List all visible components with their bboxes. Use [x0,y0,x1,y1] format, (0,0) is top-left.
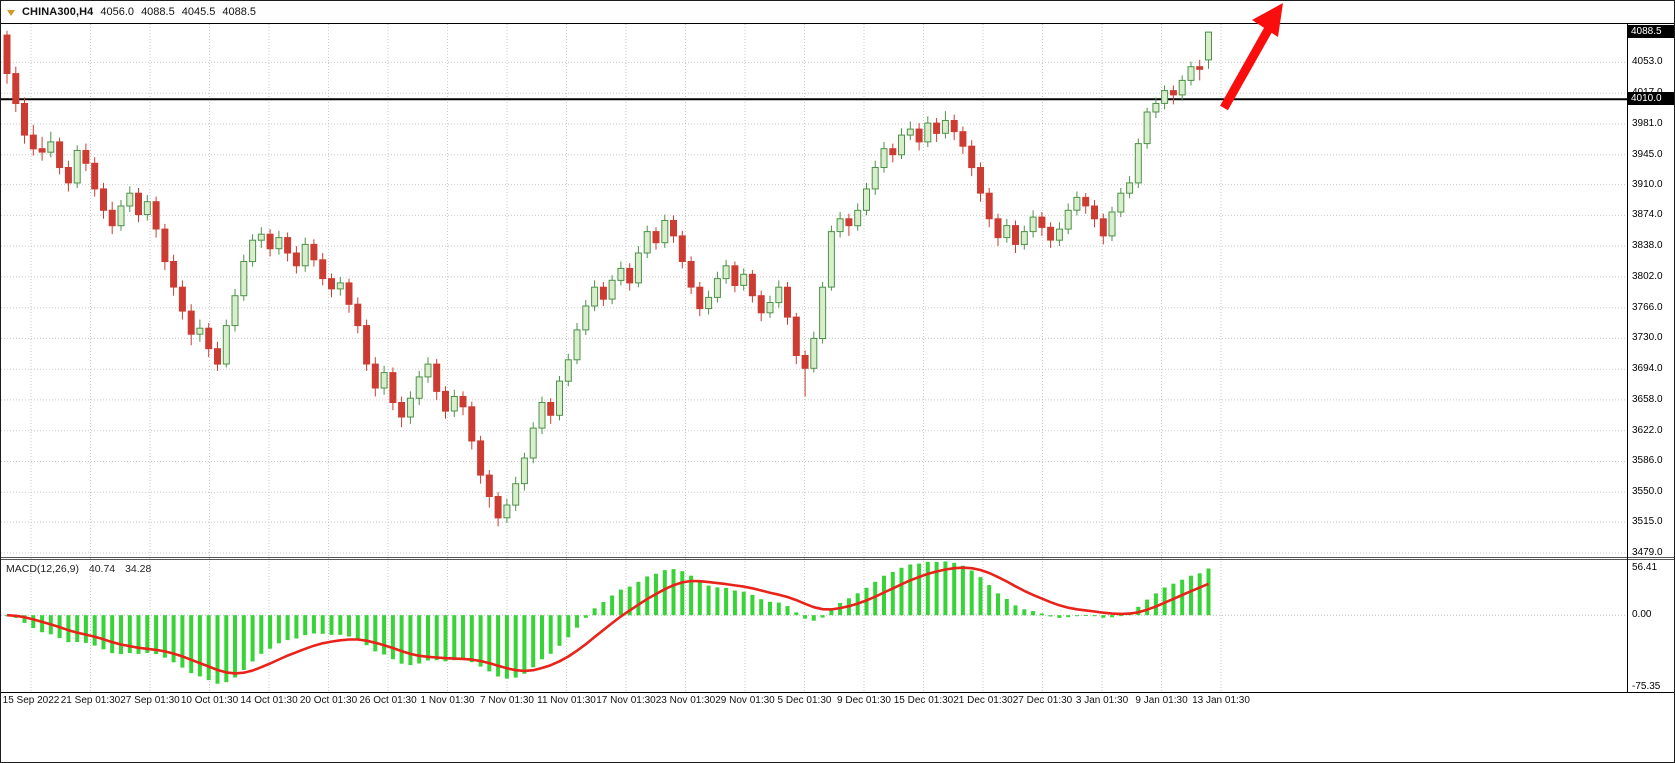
price-axis-label: 3945.0 [1632,149,1663,160]
time-axis-label: 7 Nov 01:30 [480,695,534,706]
time-axis-label: 27 Sep 01:30 [120,695,180,706]
macd-axis-label: 56.41 [1632,562,1658,573]
time-axis-label: 1 Nov 01:30 [420,695,475,706]
price-axis-label: 3874.0 [1632,209,1663,220]
macd-signal-value: 34.28 [125,563,152,575]
price-axis[interactable]: 4053.04017.03981.03945.03910.03874.03838… [1627,1,1674,696]
chart-header: CHINA300,H4 4056.0 4088.5 4045.5 4088.5 [1,1,1674,23]
time-axis-label: 17 Nov 01:30 [596,695,656,706]
time-axis-label: 11 Nov 01:30 [537,695,596,706]
price-axis-label: 3838.0 [1632,240,1663,251]
macd-main-value: 40.74 [88,563,116,575]
macd-indicator-label: MACD(12,26,9) 40.74 34.28 [6,563,158,575]
time-axis-label: 5 Dec 01:30 [777,695,832,706]
price-axis-label: 4053.0 [1632,56,1663,67]
time-axis-label: 13 Jan 01:30 [1192,695,1250,706]
price-axis-label: 3622.0 [1632,425,1663,436]
ohlc-close-value: 4088.5 [222,6,257,18]
time-axis-label: 20 Oct 01:30 [299,695,358,706]
symbol-dropdown-icon[interactable] [7,9,15,16]
price-axis-label: 3479.0 [1632,547,1663,558]
time-axis[interactable]: 15 Sep 2022 21 Sep 01:30 27 Sep 01:30 10 Oc… [1,695,1674,711]
time-axis-label: 23 Nov 01:30 [655,695,716,706]
ohlc-open-value: 4056.0 [100,6,135,18]
trend-arrow-annotation [1220,3,1283,111]
price-axis-label: 3910.0 [1632,179,1663,190]
current-price-badge: 4088.5 [1628,25,1674,38]
price-axis-label: 3981.0 [1632,118,1663,129]
price-axis-label: 3766.0 [1632,302,1663,313]
time-axis-label: 3 Jan 01:30 [1075,695,1129,706]
time-axis-label: 9 Dec 01:30 [837,695,891,706]
hline-price-badge: 4010.0 [1628,92,1674,105]
time-axis-label: 9 Jan 01:30 [1135,695,1188,706]
price-axis-label: 3550.0 [1632,486,1663,497]
price-axis-label: 3730.0 [1632,332,1663,343]
symbol-timeframe-label: CHINA300,H4 [22,6,94,18]
time-axis-label: 21 Sep 01:30 [60,695,121,706]
time-axis-label: 10 Oct 01:30 [180,695,239,706]
price-axis-label: 3515.0 [1632,516,1663,527]
macd-name: MACD(12,26,9) [6,563,79,575]
time-axis-label: 15 Dec 01:30 [893,695,954,706]
time-axis-label: 14 Oct 01:30 [240,695,298,706]
ohlc-high-value: 4088.5 [141,6,175,18]
price-axis-label: 3802.0 [1632,271,1663,282]
time-axis-label: 26 Oct 01:30 [359,695,417,706]
price-axis-label: 3694.0 [1632,363,1663,374]
time-axis-label: 29 Nov 01:30 [715,695,775,706]
price-axis-label: 3658.0 [1632,394,1663,405]
time-axis-label: 21 Dec 01:30 [953,695,1013,706]
macd-axis-label: -75.35 [1632,681,1661,692]
macd-axis-label: 0.00 [1632,609,1652,620]
time-axis-label: 27 Dec 01:30 [1012,695,1073,706]
ohlc-low-value: 4045.5 [181,6,216,18]
price-axis-label: 3586.0 [1632,455,1663,466]
time-axis-label: 15 Sep 2022 [2,695,60,706]
